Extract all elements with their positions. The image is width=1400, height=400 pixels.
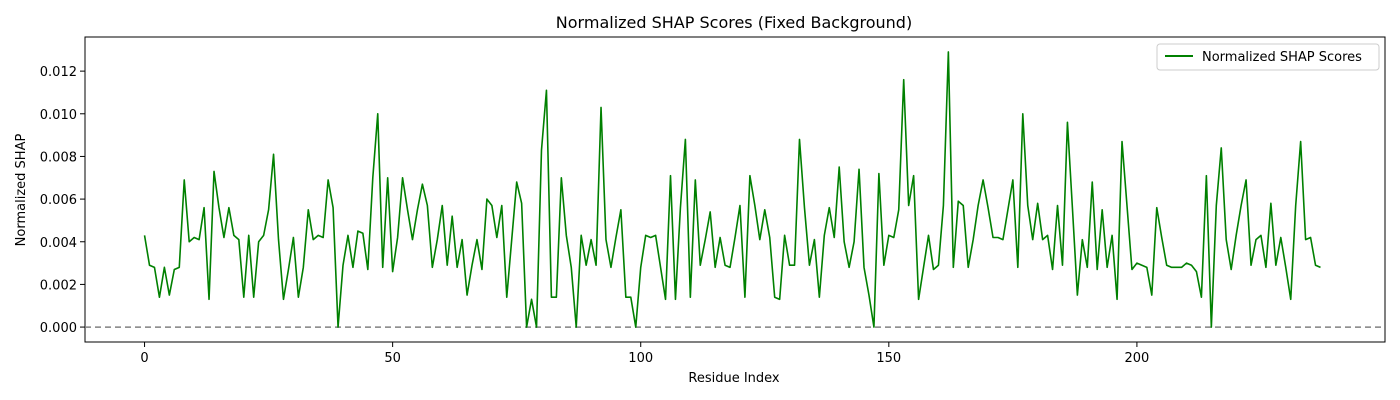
x-axis-label: Residue Index	[688, 371, 780, 386]
x-tick-label: 200	[1124, 351, 1149, 366]
x-tick-label: 50	[384, 351, 401, 366]
y-tick-label: 0.004	[40, 236, 77, 251]
y-axis-label: Normalized SHAP	[14, 134, 29, 247]
y-tick-label: 0.002	[40, 278, 77, 293]
series-line	[143, 51, 1321, 328]
x-tick-label: 150	[876, 351, 901, 366]
x-tick-label: 100	[628, 351, 653, 366]
legend-label: Normalized SHAP Scores	[1202, 50, 1362, 65]
y-tick-label: 0.008	[40, 150, 77, 165]
legend: Normalized SHAP Scores	[1156, 43, 1380, 71]
plot-area: 0 50 100 150 200 0.000 0.002 0.004 0.006 0.008 0.0…	[40, 36, 1386, 366]
y-tick-label: 0.012	[40, 65, 77, 80]
y-tick-label: 0.010	[40, 108, 77, 123]
axes-frame	[84, 36, 1386, 343]
x-tick-label: 0	[140, 351, 148, 366]
y-tick-label: 0.000	[40, 321, 77, 336]
y-tick-label: 0.006	[40, 193, 77, 208]
legend-box	[1156, 43, 1380, 71]
chart-title: Normalized SHAP Scores (Fixed Background…	[556, 13, 912, 32]
